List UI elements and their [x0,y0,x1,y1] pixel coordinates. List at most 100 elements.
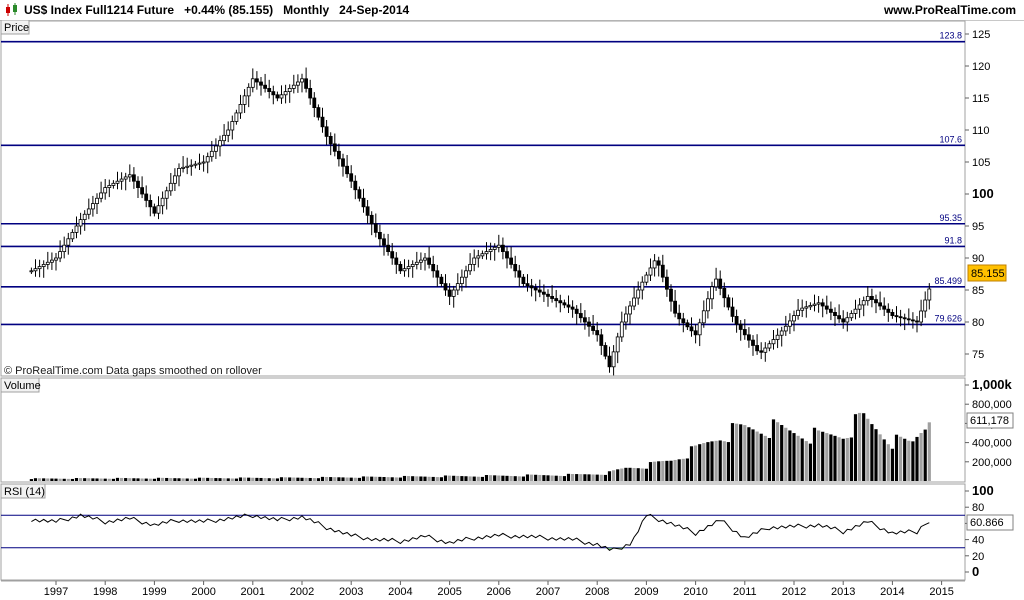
volume-bar [136,478,140,481]
candle-body [218,140,222,147]
candle-body [58,251,62,259]
volume-bar [238,477,243,481]
volume-bar [247,477,251,481]
volume-bar [927,422,931,481]
volume-bar [312,478,316,481]
volume-bar [882,439,886,481]
candle-body [857,304,862,310]
volume-bar [226,478,230,481]
rsi-axis: 100806040200 [965,483,994,579]
candle-body [882,305,887,310]
volume-bar [394,477,398,481]
volume-bar [284,477,288,481]
site-link[interactable]: www.ProRealTime.com [883,3,1016,17]
volume-bar [103,478,107,481]
candle-body [222,134,227,142]
rsi-line [1,513,965,552]
volume-bar [329,477,333,481]
price-tick-label: 120 [972,61,990,73]
price-tick-label: 90 [972,253,984,265]
time-tick-label: 1998 [93,586,117,598]
volume-bar [353,477,357,481]
candle-body [283,91,288,96]
volume-bar [83,478,87,481]
price-panel[interactable]: Price 123.8 107.6 95.35 91.8 85.499 79.626 12… [0,20,1007,377]
candle-body [615,336,620,353]
volume-bar [50,478,54,481]
candle-body [648,267,653,276]
candle-body [607,355,612,368]
time-tick-label: 2012 [782,586,806,598]
volume-bar [886,444,890,481]
price-tick-label: 115 [972,93,990,105]
candle-body [140,187,145,195]
volume-bar [62,478,66,481]
candle-body [345,165,350,175]
candlestick-icon [6,3,17,16]
volume-bar [726,442,730,481]
rsi-panel[interactable]: RSI (14) 100806040200 60.866 [0,483,1014,581]
candle-body [390,251,395,259]
volume-bar [628,467,632,481]
candle-body [464,270,468,278]
candle-body [320,116,325,128]
candle-body [788,320,792,327]
volume-bar [767,437,771,481]
candle-body [91,203,95,210]
volume-bar [427,476,431,481]
volume-bar [792,433,796,481]
volume-panel[interactable]: Volume 1,000k800,000600,000400,000200,00… [0,377,1014,483]
candle-body [189,164,194,167]
volume-tick-label: 200,000 [972,457,1012,469]
fib-levels: 123.8 107.6 95.35 91.8 85.499 79.626 [1,31,965,326]
volume-bar [128,478,132,481]
time-tick-label: 1999 [142,586,166,598]
volume-bar [382,477,386,481]
volume-bar [70,478,74,481]
volume-bar [899,436,903,481]
volume-bar [234,478,238,481]
candle-body [562,302,567,306]
volume-bar [370,476,374,481]
candle-body [414,261,419,265]
volume-bar [607,471,612,481]
candle-body [160,197,165,207]
candle-body [230,121,235,131]
volume-bar [722,441,726,481]
volume-bar [862,413,866,481]
candle-body [468,263,473,272]
volume-bar [42,478,46,481]
time-tick-label: 2010 [683,586,707,598]
volume-bar [378,476,382,481]
volume-bar [784,427,788,481]
candle-body [29,270,34,273]
candle-body [878,302,882,307]
candle-body [665,276,669,290]
candle-body [45,261,50,265]
volume-bar [808,443,812,481]
candle-body [894,315,899,318]
candle-body [599,334,604,346]
price-tick-label: 100 [972,186,994,201]
candle-body [443,283,448,291]
candle-body [341,158,345,167]
candle-body [800,307,805,311]
volume-bar [866,418,870,481]
candle-body [874,299,878,304]
volume-bar [46,478,50,481]
candle-body [377,231,382,240]
candle-body [911,319,915,322]
volume-bar [202,477,206,481]
candle-body [291,84,296,89]
volume-bar [468,476,472,481]
volume-bar [325,476,329,481]
chart-canvas[interactable]: Price 123.8 107.6 95.35 91.8 85.499 79.626 12… [0,20,1024,600]
price-tick-label: 85 [972,285,984,297]
candle-body [820,302,825,307]
candle-body [853,308,858,314]
volume-bar [341,477,345,481]
candle-body [755,345,759,352]
candle-body [246,86,251,97]
volume-bar [361,476,366,481]
